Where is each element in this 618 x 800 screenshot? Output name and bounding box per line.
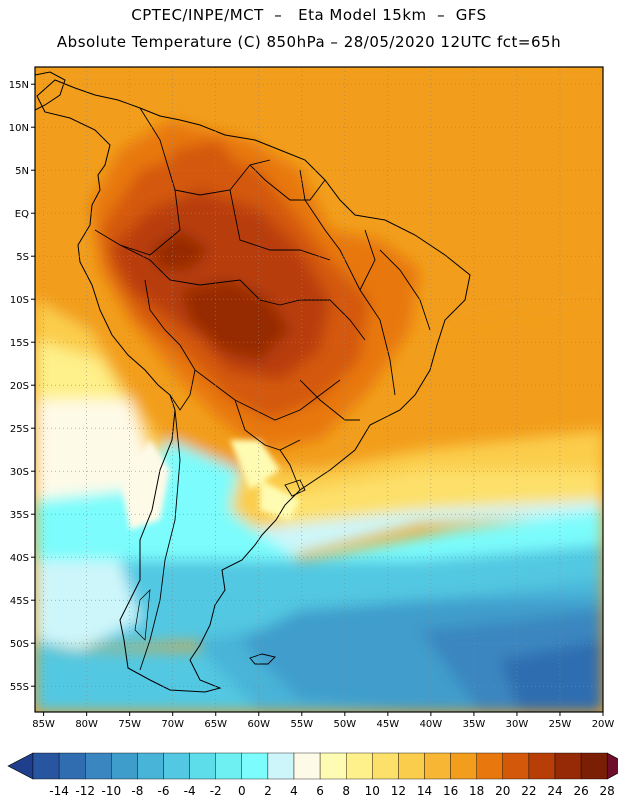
colorbar-label: 0 [238,784,246,798]
colorbar-label: 22 [521,784,536,798]
colorbar-label: 10 [365,784,380,798]
coastline [36,79,471,693]
lon-tick-label: 65W [204,719,227,730]
colorbar-label: 16 [443,784,458,798]
colorbar-box [450,752,477,780]
lon-tick-label: 40W [420,719,443,730]
colorbar-label: 4 [290,784,298,798]
colorbar-label: 18 [469,784,484,798]
colorbar-box [32,752,60,780]
colorbar-label: 24 [547,784,562,798]
colorbar-box [215,752,242,780]
lon-tick-label: 35W [463,719,486,730]
lon-tick-label: 80W [75,719,98,730]
colorbar-label: 2 [264,784,272,798]
colorbar-label: 26 [573,784,588,798]
colorbar-box [554,752,582,780]
colorbar-box [267,752,295,780]
colorbar-box [346,752,373,780]
colorbar-box [189,752,216,780]
lon-tick-label: 70W [161,719,184,730]
colorbar-under-arrow [7,752,34,780]
colorbar-box [528,752,556,780]
colorbar-label: -10 [101,784,121,798]
graticule [35,67,604,712]
lat-tick-label: 30S [10,467,29,478]
lat-tick-label: 5S [16,252,29,263]
colorbar-label: 20 [495,784,510,798]
colorbar-label: 6 [316,784,324,798]
lat-tick-label: EQ [15,209,29,220]
lon-tick-label: 20W [592,719,615,730]
axis-labels: 85W 80W 75W 70W 65W 60W 55W 50W 45W 40W 35W 30W 25W 2… [9,80,615,730]
colorbar-label: -12 [75,784,95,798]
colorbar-label: -6 [158,784,170,798]
lat-tick-label: 35S [10,510,29,521]
lon-tick-label: 60W [247,719,270,730]
lon-tick-label: 55W [290,719,313,730]
colorbar-box [398,752,425,780]
lon-tick-label: 30W [506,719,529,730]
colorbar-box [293,752,321,780]
lat-tick-label: 45S [10,596,29,607]
colorbar: -14 -12 -10 -8 -6 -4 -2 0 2 4 6 8 10 12 14 16 18 20 22 24 26… [7,752,618,798]
colorbar-box [319,752,347,780]
colorbar-label: -14 [49,784,69,798]
lon-tick-label: 25W [549,719,572,730]
colorbar-label: 14 [417,784,432,798]
colorbar-box [163,752,190,780]
lat-tick-label: 10S [10,295,29,306]
lon-tick-label: 45W [377,719,400,730]
lat-tick-label: 25S [10,424,29,435]
lat-tick-label: 15S [10,338,29,349]
lon-tick-label: 85W [32,719,55,730]
chart-title-line2: Absolute Temperature (C) 850hPa – 28/05/… [56,33,562,51]
colorbar-box [58,752,86,780]
colorbar-box [580,752,608,780]
colorbar-box [84,752,112,780]
lat-tick-label: 55S [10,682,29,693]
colorbar-box [372,752,399,780]
lon-tick-label: 50W [334,719,357,730]
lat-tick-label: 5N [15,166,29,177]
lat-tick-label: 20S [10,381,29,392]
colorbar-box [424,752,451,780]
colorbar-label: -8 [131,784,143,798]
lat-tick-label: 10N [9,123,29,134]
country-borders [94,107,431,671]
lat-tick-label: 40S [10,553,29,564]
colorbar-box [502,752,530,780]
colorbar-label: -4 [184,784,196,798]
temperature-field [35,67,603,712]
colorbar-box [111,752,138,780]
colorbar-label: 28 [600,784,615,798]
colorbar-box [476,752,504,780]
colorbar-label: 8 [342,784,350,798]
colorbar-label: 12 [391,784,406,798]
colorbar-box [241,752,269,780]
colorbar-over-arrow [606,752,618,780]
lat-tick-label: 50S [10,639,29,650]
colorbar-box [137,752,164,780]
map-frame [34,66,604,713]
colorbar-label: -2 [210,784,222,798]
chart-title-line1: CPTEC/INPE/MCT – Eta Model 15km – GFS [131,6,487,24]
lat-tick-label: 15N [9,80,29,91]
lon-tick-label: 75W [118,719,141,730]
